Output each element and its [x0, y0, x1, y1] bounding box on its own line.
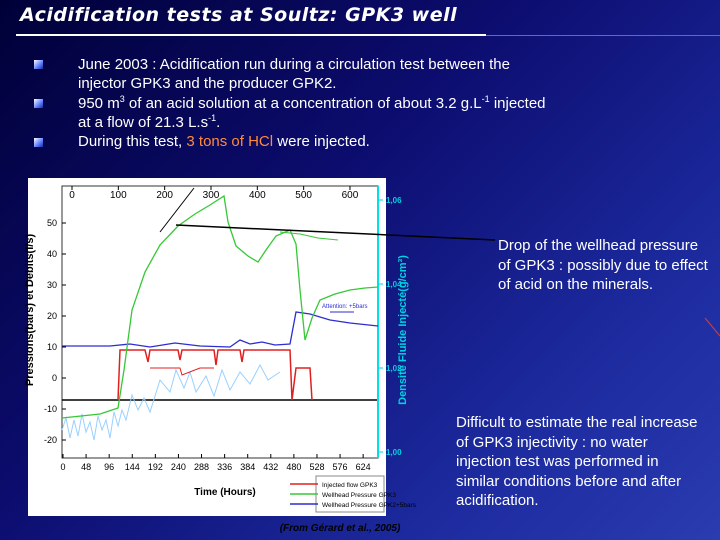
callout: Difficult to estimate the real increase … — [456, 414, 698, 509]
bullet-text: of an acid solution at a concentration o… — [124, 95, 482, 112]
bullet-text: . — [216, 114, 221, 131]
bullet-text: injector GPK3 and the producer GPK2. — [78, 75, 337, 92]
slide-title: Acidification tests at Soultz: GPK3 well — [20, 4, 458, 26]
annotation-line — [159, 187, 195, 233]
y-tick-label: 10 — [47, 342, 57, 352]
y2-tick-label: 1,06 — [386, 196, 402, 205]
top-x-tick-label: 300 — [203, 190, 220, 201]
x-tick-label: 240 — [171, 462, 186, 472]
callout-line — [175, 224, 496, 241]
bullet-text: were injected. — [273, 133, 370, 150]
top-x-tick-label: 200 — [156, 190, 173, 201]
y2-tick-label: 1,04 — [386, 280, 402, 289]
legend-label: Wellhead Pressure GPK2+5bars — [322, 502, 417, 509]
decoration-line — [704, 317, 720, 337]
caption: (From Gérard et al., 2005) — [280, 523, 401, 534]
bullet-text: : Acidification run during a circulation… — [148, 56, 510, 73]
bullet-marker — [34, 138, 43, 147]
noise-curve — [61, 363, 281, 441]
x-tick-label: 576 — [333, 462, 348, 472]
x-tick-label: 96 — [104, 462, 114, 472]
x-axis-label: Time (Hours) — [194, 487, 256, 498]
y-tick-label: 50 — [47, 218, 57, 228]
bullet-line: June 2003 : Acidification run during a c… — [78, 55, 510, 74]
bullet-text: injected — [489, 95, 546, 112]
x-tick-label: 48 — [81, 462, 91, 472]
y-tick-label: 30 — [47, 280, 57, 290]
gpk3-pressure-curve — [279, 231, 339, 241]
bullet-line: at a flow of 21.3 L.s-1. — [78, 113, 220, 132]
plot-annotation: Attention: +5bars — [322, 304, 368, 310]
x-tick-label: 528 — [309, 462, 324, 472]
title-rule — [486, 35, 720, 36]
flow-curve — [117, 349, 313, 401]
bullet-line: During this test, 3 tons of HCl were inj… — [78, 132, 370, 151]
legend-label: Wellhead Pressure GPK3 — [322, 492, 396, 499]
y-tick-label: 20 — [47, 311, 57, 321]
bullet-text: June 2003 — [78, 56, 149, 73]
y-tick-label: -10 — [44, 404, 57, 414]
top-x-tick-label: 400 — [249, 190, 266, 201]
y-axis-label: Pressions(bars) et Débits(l/s) — [24, 234, 36, 387]
superscript: -1 — [208, 113, 217, 123]
x-tick-label: 624 — [356, 462, 371, 472]
y2-tick-label: 1,00 — [386, 448, 402, 457]
superscript: 3 — [119, 94, 125, 104]
bullet-text: at a flow of 21.3 L.s — [78, 114, 209, 131]
x-tick-label: 144 — [125, 462, 140, 472]
x-tick-label: 288 — [194, 462, 209, 472]
x-tick-label: 480 — [286, 462, 301, 472]
highlight-text: 3 tons of HCl — [186, 133, 274, 150]
x-tick-label: 432 — [263, 462, 278, 472]
top-x-tick-label: 100 — [110, 190, 127, 201]
gpk2-pressure-curve — [62, 311, 379, 348]
top-x-tick-label: 0 — [69, 190, 75, 201]
x-tick-label: 384 — [240, 462, 255, 472]
x-tick-label: 192 — [148, 462, 163, 472]
bullet-line: injector GPK3 and the producer GPK2. — [78, 74, 336, 93]
top-x-tick-label: 600 — [342, 190, 359, 201]
callout: Drop of the wellhead pressure of GPK3 : … — [498, 237, 708, 293]
top-x-tick-label: 500 — [295, 190, 312, 201]
y-tick-label: 40 — [47, 249, 57, 259]
bullet-text: During this test, — [78, 133, 187, 150]
y-tick-label: 0 — [52, 373, 57, 383]
title-rule — [16, 34, 486, 36]
figure-background — [28, 178, 386, 516]
x-tick-label: 0 — [60, 462, 65, 472]
bullet-text: 950 m — [78, 95, 120, 112]
bullet-line: 950 m3 of an acid solution at a concentr… — [78, 94, 546, 113]
y-tick-label: -20 — [44, 435, 57, 445]
gpk3-pressure-curve — [61, 194, 379, 419]
flow-curve — [150, 367, 214, 376]
bullet-marker — [34, 99, 43, 108]
y2-axis-label: Densité Fluide Injecté(g/cm³) — [397, 255, 409, 405]
y2-tick-label: 1,02 — [386, 364, 402, 373]
bullet-marker — [34, 60, 43, 69]
legend-label: Injected flow GPK3 — [322, 482, 378, 489]
superscript: -1 — [481, 94, 490, 104]
x-tick-label: 336 — [217, 462, 232, 472]
